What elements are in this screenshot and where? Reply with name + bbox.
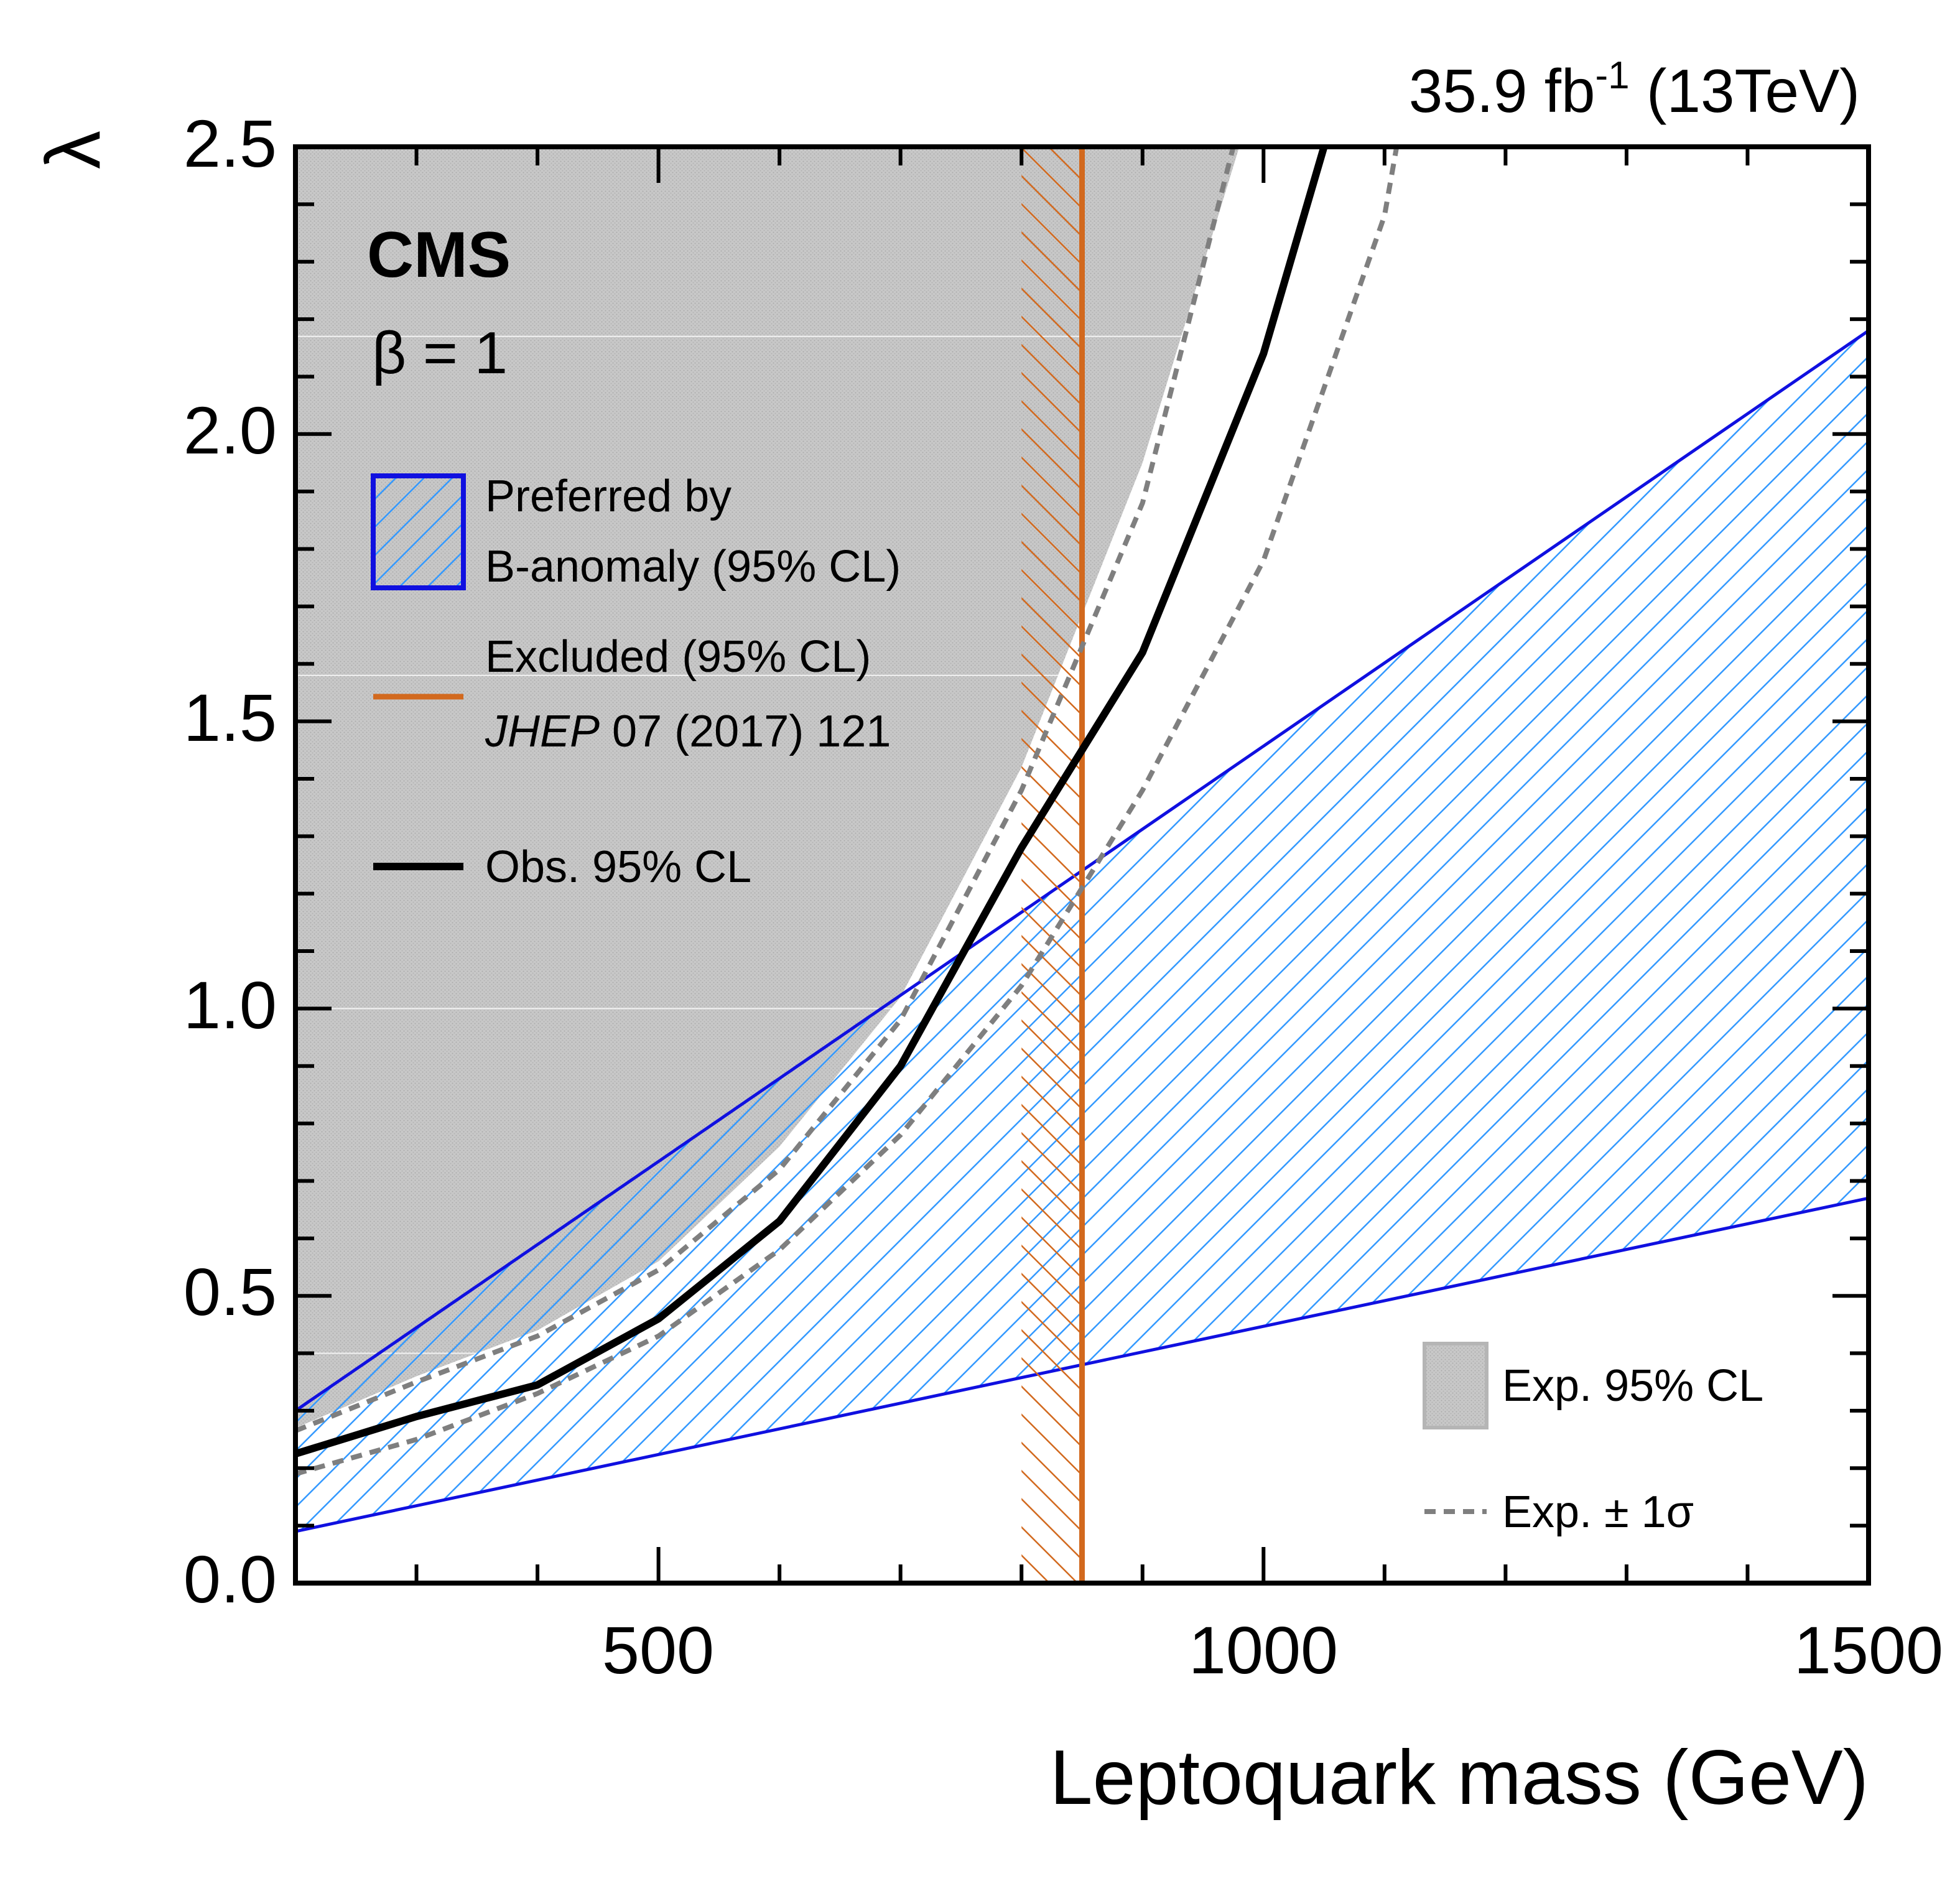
x-tick-labels: 500 1000 1500 xyxy=(602,1612,1943,1688)
plot-frame xyxy=(293,144,1871,1586)
legend: Preferred by B-anomaly (95% CL) Excluded… xyxy=(371,472,1763,1537)
expected-minus-1sigma-line xyxy=(295,147,1400,1477)
beta-label: β = 1 xyxy=(372,320,508,386)
y-tick-label: 2.5 xyxy=(183,106,277,181)
luminosity-label: 35.9 fb-1 (13TeV) xyxy=(1409,54,1860,125)
y-tick-label: 2.0 xyxy=(183,393,277,468)
expected-plus-1sigma-line xyxy=(295,147,1236,1433)
legend-b-anomaly-swatch xyxy=(371,473,466,590)
x-tick-label: 1500 xyxy=(1794,1612,1943,1688)
excluded-region xyxy=(295,147,1240,1428)
axis-ticks xyxy=(295,147,1869,1583)
legend-b-anomaly-label: B-anomaly (95% CL) xyxy=(485,542,901,592)
legend-previous-limit-label: Excluded (95% CL) xyxy=(485,632,871,682)
previous-limit-hatch xyxy=(1021,147,1082,1583)
legend-expected-label: Exp. 95% CL xyxy=(1502,1361,1763,1411)
x-tick-label: 500 xyxy=(602,1612,714,1688)
legend-expected-swatch xyxy=(1423,1342,1489,1429)
x-axis-title: Leptoquark mass (GeV) xyxy=(1050,1735,1869,1821)
y-tick-label: 0.0 xyxy=(183,1541,277,1617)
y-tick-labels: 0.0 0.5 1.0 1.5 2.0 2.5 xyxy=(183,106,277,1617)
experiment-label: CMS xyxy=(367,219,511,291)
legend-b-anomaly-label: Preferred by xyxy=(485,472,732,521)
y-tick-label: 1.0 xyxy=(183,967,277,1043)
y-tick-label: 1.5 xyxy=(183,680,277,755)
legend-expected-sigma-label: Exp. ± 1σ xyxy=(1502,1487,1694,1537)
y-tick-label: 0.5 xyxy=(183,1254,277,1329)
x-tick-label: 1000 xyxy=(1189,1612,1338,1688)
y-axis-title: λ xyxy=(30,131,116,169)
legend-observed-label: Obs. 95% CL xyxy=(485,842,751,892)
observed-limit-line xyxy=(295,147,1328,1457)
legend-previous-limit-reference: JHEP 07 (2017) 121 xyxy=(485,707,891,756)
